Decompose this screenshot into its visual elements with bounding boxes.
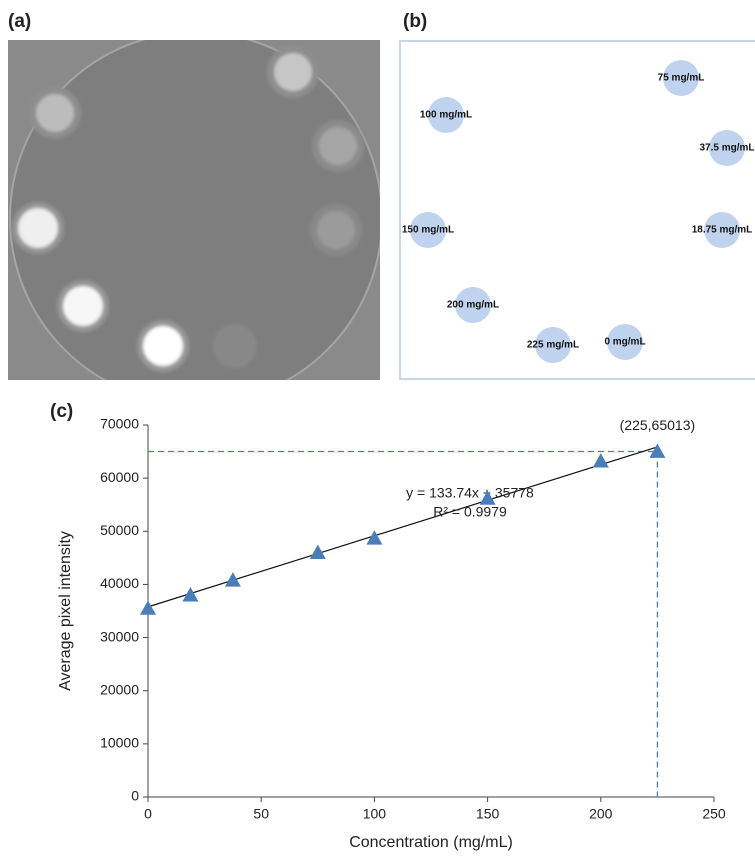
sample-label: 0 mg/mL xyxy=(604,337,645,348)
data-point xyxy=(593,453,609,467)
ct-image xyxy=(8,32,382,404)
y-tick-label: 60000 xyxy=(100,469,139,485)
sample-label: 75 mg/mL xyxy=(658,73,705,84)
x-tick-label: 200 xyxy=(589,806,613,822)
y-tick-label: 40000 xyxy=(100,575,139,591)
sample-label: 37.5 mg/mL xyxy=(699,143,754,154)
sample-label: 18.75 mg/mL xyxy=(692,225,753,236)
equation: y = 133.74x + 35778 xyxy=(406,485,534,501)
annotation: (225,65013) xyxy=(620,417,696,433)
x-tick-label: 100 xyxy=(363,806,387,822)
data-point xyxy=(182,587,198,601)
data-point xyxy=(140,600,156,614)
x-axis-label: Concentration (mg/mL) xyxy=(349,834,513,851)
panel-label: (c) xyxy=(50,401,73,422)
y-tick-label: 0 xyxy=(131,788,139,804)
figure: (a) (b) (c) 75 mg/mL 100 mg/mL 37.5 mg/mL 1… xyxy=(0,0,755,859)
y-tick-label: 20000 xyxy=(100,681,139,697)
panel-label: (b) xyxy=(403,11,427,32)
y-tick-label: 50000 xyxy=(100,522,139,538)
x-tick-label: 50 xyxy=(253,806,269,822)
x-tick-label: 0 xyxy=(144,806,152,822)
y-tick-label: 70000 xyxy=(100,416,139,432)
y-tick-label: 30000 xyxy=(100,628,139,644)
data-point xyxy=(225,572,241,586)
sample-label: 225 mg/mL xyxy=(527,340,579,351)
x-tick-label: 250 xyxy=(702,806,726,822)
y-axis-label: Average pixel intensity xyxy=(57,531,74,691)
sample-label: 100 mg/mL xyxy=(420,110,472,121)
y-tick-label: 10000 xyxy=(100,735,139,751)
layout-box xyxy=(400,41,755,379)
sample-label: 200 mg/mL xyxy=(447,300,499,311)
r-squared: R² = 0.9979 xyxy=(433,504,507,520)
sample-label: 150 mg/mL xyxy=(402,225,454,236)
trendline xyxy=(148,447,657,607)
x-tick-label: 150 xyxy=(476,806,500,822)
data-point xyxy=(649,444,665,458)
panel-label: (a) xyxy=(8,11,31,32)
